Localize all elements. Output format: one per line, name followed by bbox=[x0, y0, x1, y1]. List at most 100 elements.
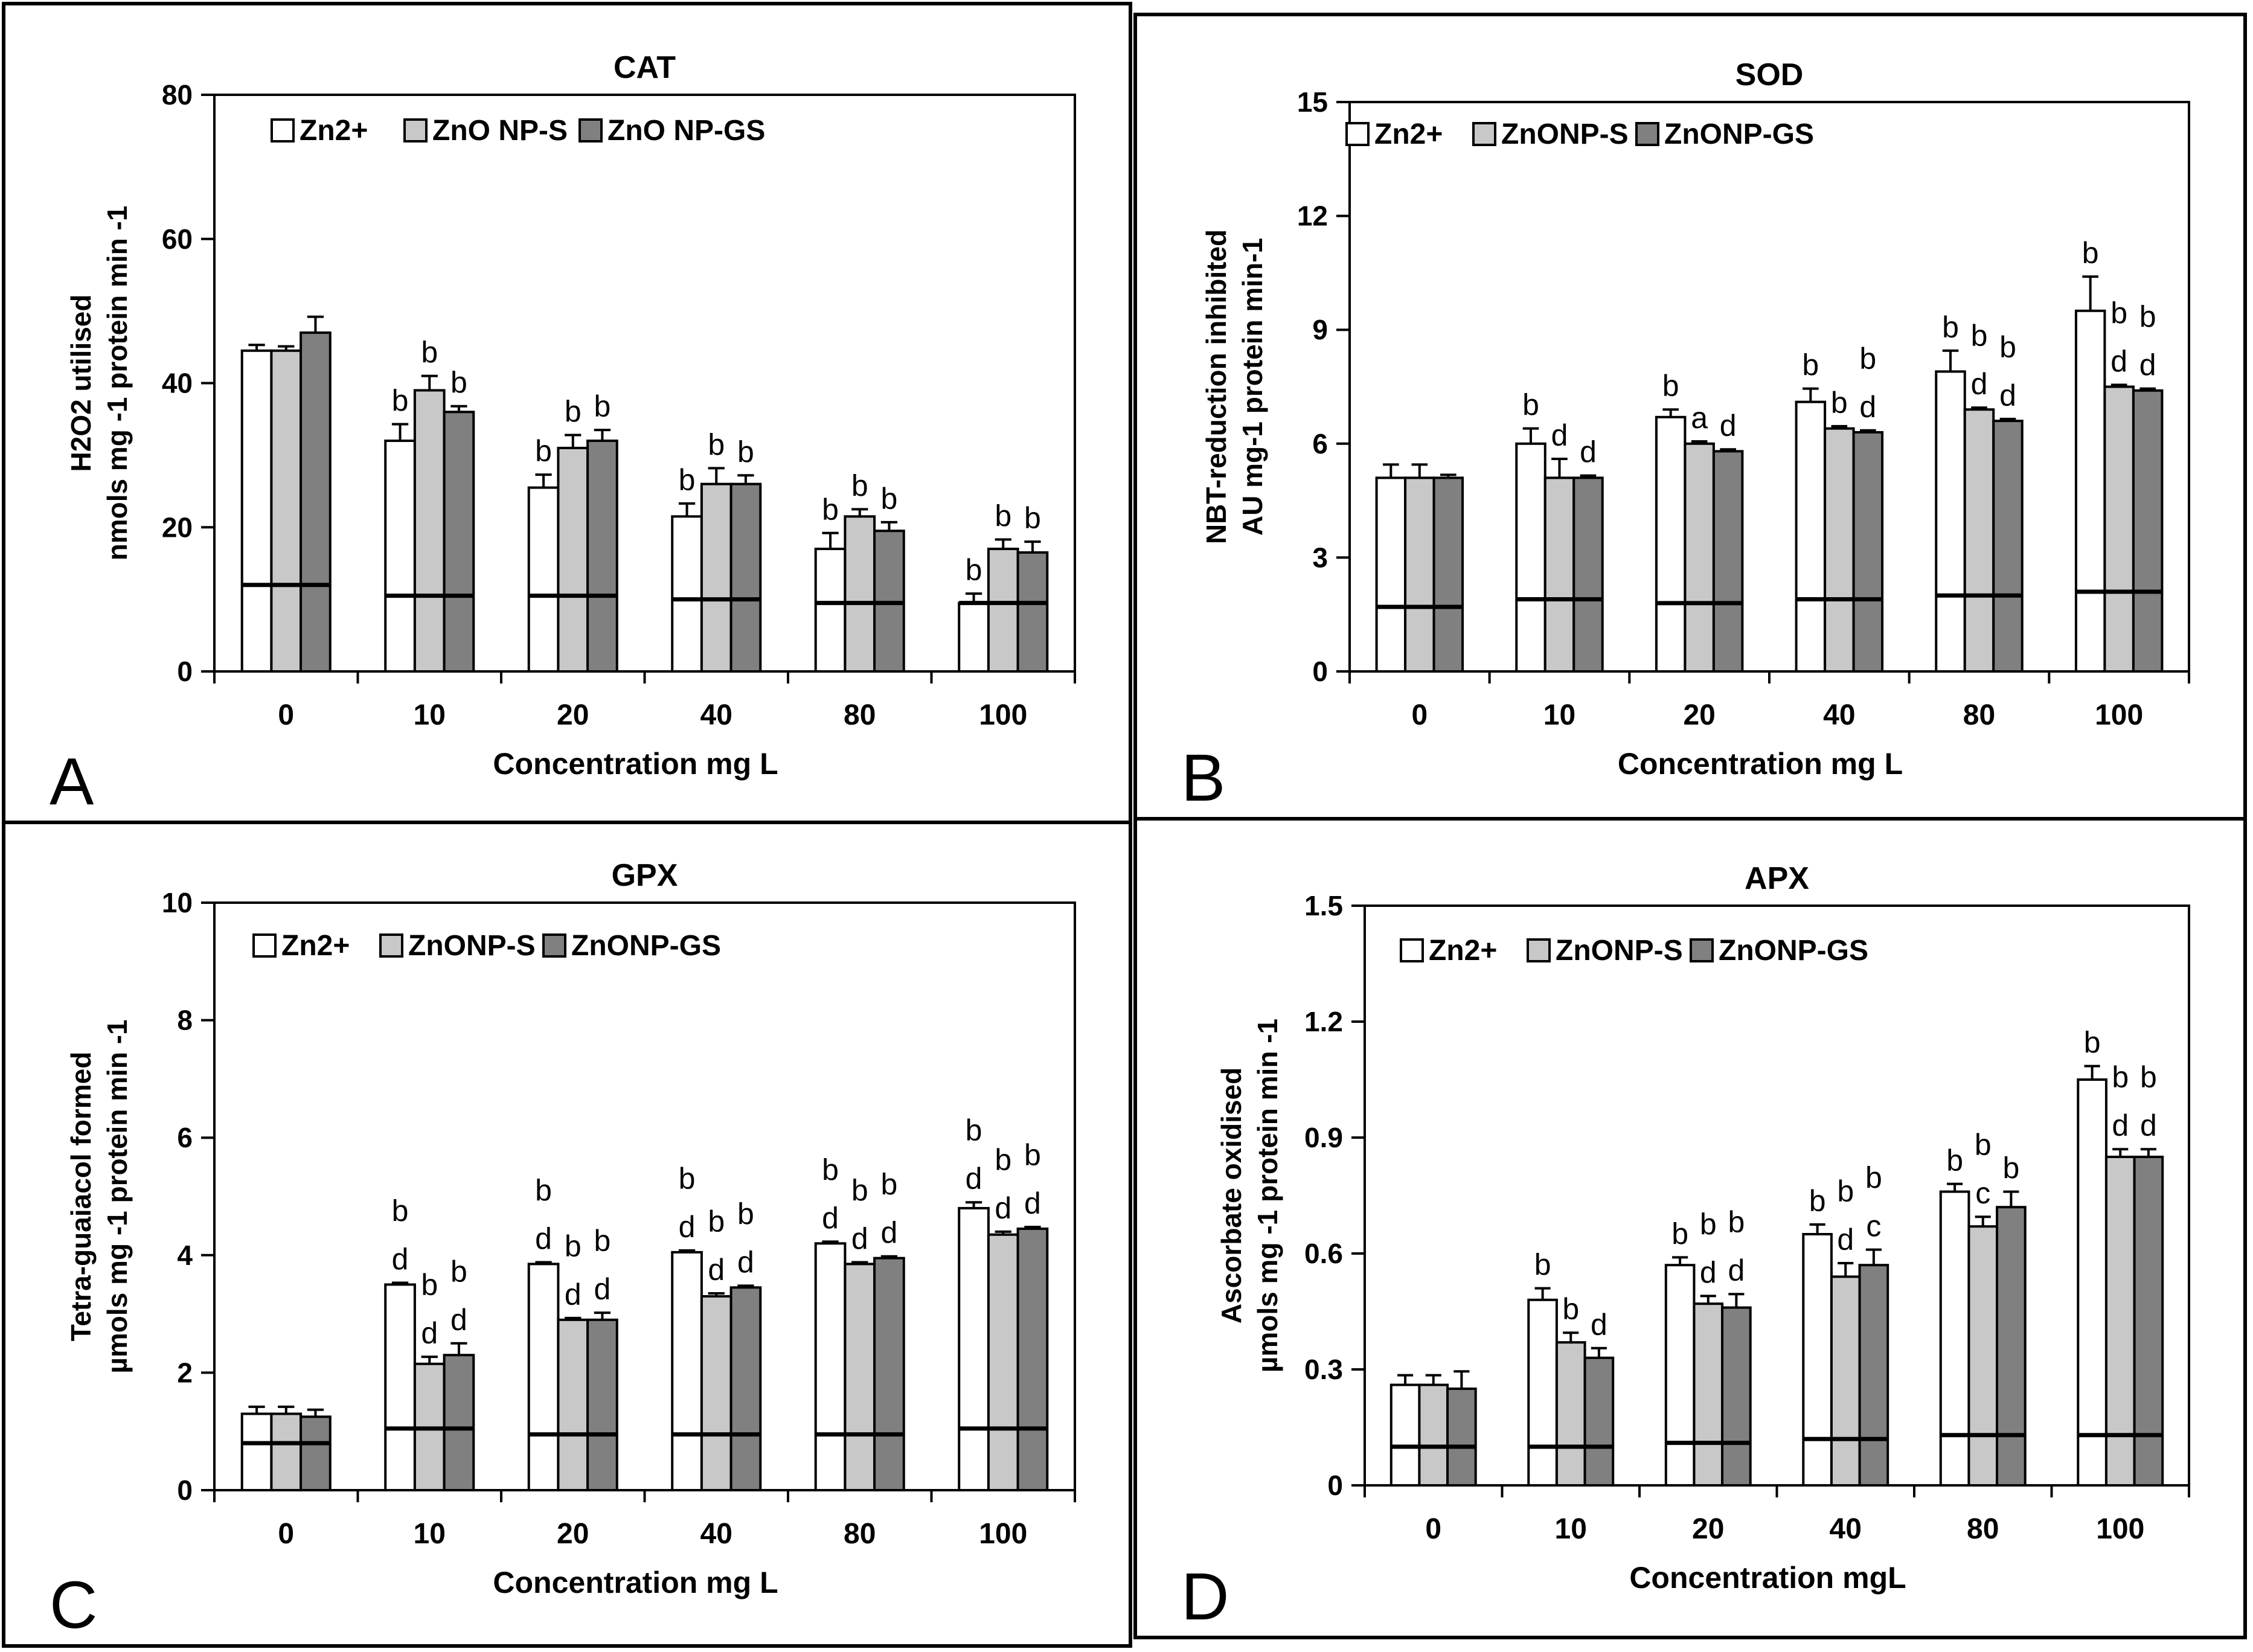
significance-letter: b bbox=[392, 384, 409, 418]
bar bbox=[1996, 1206, 2027, 1487]
x-tick-label: 100 bbox=[2096, 1513, 2144, 1545]
bar bbox=[844, 1263, 876, 1492]
bar bbox=[1852, 431, 1884, 673]
y-axis-label-line1: NBT-reduction inhibited bbox=[1200, 229, 1232, 544]
significance-letter: d bbox=[1971, 367, 1988, 401]
bar bbox=[384, 440, 416, 673]
legend-label: Zn2+ bbox=[281, 930, 350, 962]
bar bbox=[527, 1263, 560, 1492]
legend-label: ZnONP-S bbox=[1556, 935, 1683, 967]
bar bbox=[814, 1242, 847, 1492]
significance-letter: b bbox=[708, 427, 725, 461]
bar bbox=[1515, 442, 1546, 673]
y-tick-label: 10 bbox=[162, 887, 193, 918]
x-tick-label: 10 bbox=[414, 1518, 446, 1550]
bar bbox=[873, 1257, 905, 1492]
x-tick-label: 100 bbox=[979, 1518, 1027, 1550]
significance-letter: b bbox=[1802, 348, 1819, 382]
bar bbox=[1858, 1264, 1889, 1487]
bar bbox=[2103, 385, 2135, 673]
bar bbox=[729, 482, 762, 673]
bar bbox=[1693, 1302, 1724, 1487]
bar bbox=[1721, 1306, 1752, 1487]
x-tick-label: 20 bbox=[557, 1518, 589, 1550]
y-tick-label: 20 bbox=[162, 511, 193, 543]
chart-title: SOD bbox=[1735, 57, 1804, 92]
significance-letter: b bbox=[535, 1173, 552, 1207]
significance-letter: b bbox=[2084, 1026, 2101, 1060]
bar bbox=[443, 411, 475, 673]
x-tick-label: 80 bbox=[1963, 699, 1995, 731]
y-tick-label: 40 bbox=[162, 368, 193, 399]
x-tick-label: 0 bbox=[278, 699, 294, 731]
significance-letter: b bbox=[1024, 501, 1041, 535]
bar bbox=[1712, 450, 1744, 673]
significance-letter: d bbox=[851, 1221, 868, 1255]
panel-border bbox=[1133, 817, 2247, 1639]
significance-letter: b bbox=[1522, 388, 1539, 422]
bar bbox=[1583, 1356, 1615, 1487]
significance-letter: b bbox=[966, 1113, 982, 1147]
bar bbox=[729, 1286, 762, 1491]
x-axis-label: Concentration mg L bbox=[493, 747, 778, 781]
bar bbox=[300, 331, 332, 673]
legend-swatch bbox=[1527, 938, 1551, 962]
significance-letter: b bbox=[995, 1143, 1011, 1177]
x-tick-label: 40 bbox=[1823, 699, 1855, 731]
y-tick-label: 8 bbox=[177, 1005, 193, 1036]
y-axis-label-line1: Ascorbate oxidised bbox=[1216, 1068, 1247, 1324]
significance-letter: b bbox=[1831, 386, 1848, 420]
bar bbox=[1389, 1383, 1421, 1487]
x-axis-label: Concentration mg L bbox=[1618, 747, 1903, 781]
bar bbox=[1655, 415, 1687, 673]
bar bbox=[1555, 1341, 1586, 1487]
legend-swatch bbox=[252, 933, 277, 958]
y-tick-label: 1.2 bbox=[1304, 1006, 1343, 1037]
significance-letter: d bbox=[1551, 418, 1568, 452]
significance-letter: b bbox=[737, 1197, 754, 1231]
bar bbox=[1432, 476, 1464, 673]
y-axis-label-line2: AU mg-1 protein min-1 bbox=[1237, 238, 1268, 536]
significance-letter: b bbox=[851, 469, 868, 502]
y-tick-label: 6 bbox=[1312, 428, 1328, 459]
bar bbox=[586, 440, 618, 673]
panel-letter: C bbox=[50, 1568, 97, 1642]
significance-letter: b bbox=[2110, 296, 2127, 330]
significance-letter: b bbox=[1942, 310, 1959, 344]
significance-letter: d bbox=[1720, 409, 1737, 443]
significance-letter: d bbox=[1999, 379, 2016, 412]
legend-swatch bbox=[1635, 122, 1659, 146]
bar bbox=[1795, 400, 1827, 673]
y-tick-label: 0 bbox=[177, 1474, 193, 1506]
legend-swatch bbox=[271, 118, 295, 142]
bar bbox=[1967, 1225, 1999, 1487]
y-axis-label-line1: Tetra-guaiacol formed bbox=[65, 1052, 97, 1342]
panel-a: CAT 0 20 40 60 80 H2O2 utilised nmols mg -1 pro… bbox=[2, 2, 1132, 824]
significance-letter: b bbox=[881, 1168, 898, 1202]
significance-letter: d bbox=[535, 1221, 552, 1255]
bar bbox=[300, 1415, 332, 1491]
x-tick-label: 20 bbox=[1683, 699, 1715, 731]
y-tick-label: 0.3 bbox=[1304, 1354, 1343, 1385]
x-tick-label: 40 bbox=[700, 1518, 732, 1550]
bar bbox=[1572, 476, 1604, 673]
significance-letter: b bbox=[421, 336, 438, 370]
x-axis-label: Concentration mg L bbox=[493, 1566, 778, 1599]
bar bbox=[557, 1318, 589, 1492]
bar bbox=[384, 1283, 416, 1491]
bar bbox=[443, 1354, 475, 1491]
bar bbox=[1016, 1228, 1049, 1491]
bar bbox=[700, 1295, 732, 1491]
significance-letter: b bbox=[1728, 1205, 1745, 1239]
legend-swatch bbox=[1690, 938, 1714, 962]
bar bbox=[2132, 389, 2164, 673]
significance-letter: b bbox=[535, 434, 552, 468]
y-tick-label: 1.5 bbox=[1304, 890, 1343, 921]
y-tick-label: 12 bbox=[1297, 200, 1328, 232]
significance-letter: b bbox=[1837, 1174, 1854, 1208]
significance-letter: c bbox=[1975, 1176, 1990, 1210]
panel-c: GPX 0 2 4 6 8 10 Tetra-guaiacol formed µmols mg … bbox=[2, 821, 1132, 1648]
legend-swatch bbox=[403, 118, 428, 142]
significance-letter: d bbox=[450, 1303, 467, 1337]
significance-letter: b bbox=[2082, 236, 2099, 270]
